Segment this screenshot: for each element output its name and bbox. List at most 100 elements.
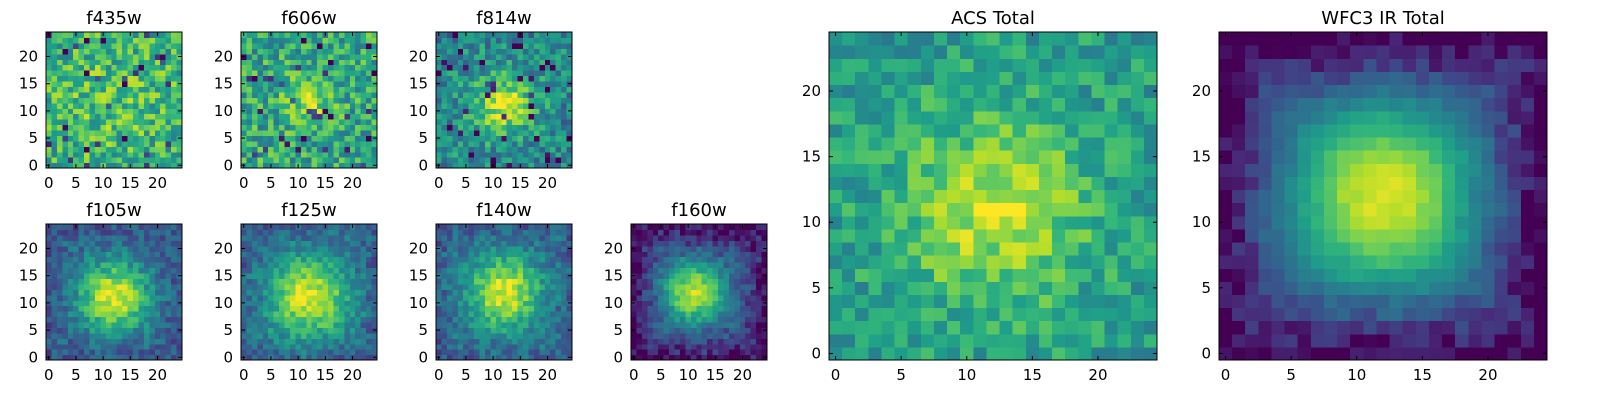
heatmap-cell bbox=[338, 321, 345, 328]
heatmap-cell bbox=[756, 343, 763, 350]
heatmap-cell bbox=[127, 124, 134, 131]
heatmap-cell bbox=[273, 251, 280, 258]
heatmap-cell bbox=[457, 48, 464, 55]
heatmap-cell bbox=[561, 59, 568, 66]
heatmap-cell bbox=[663, 327, 670, 334]
heatmap-cell bbox=[138, 316, 145, 323]
heatmap-cell bbox=[116, 267, 123, 274]
heatmap-cell bbox=[829, 320, 843, 335]
heatmap-cell bbox=[855, 255, 869, 269]
heatmap-cell bbox=[1052, 281, 1066, 295]
heatmap-cell bbox=[495, 91, 502, 98]
heatmap-cell bbox=[685, 229, 692, 236]
heatmap-cell bbox=[463, 42, 470, 49]
heatmap-cell bbox=[105, 91, 112, 98]
heatmap-cell bbox=[685, 311, 692, 318]
heatmap-cell bbox=[149, 42, 156, 49]
heatmap-cell bbox=[528, 162, 535, 169]
heatmap-cell bbox=[468, 119, 475, 126]
heatmap-cell bbox=[561, 234, 568, 241]
heatmap-cell bbox=[143, 53, 150, 60]
heatmap-cell bbox=[138, 332, 145, 339]
heatmap-cell bbox=[495, 262, 502, 269]
heatmap-cell bbox=[284, 343, 291, 350]
heatmap-cell bbox=[116, 272, 123, 279]
heatmap-cell bbox=[457, 53, 464, 60]
heatmap-cell bbox=[756, 251, 763, 258]
heatmap-cell bbox=[46, 97, 53, 104]
heatmap-cell bbox=[257, 267, 264, 274]
heatmap-cell bbox=[528, 262, 535, 269]
heatmap-cell bbox=[338, 140, 345, 147]
heatmap-cell bbox=[160, 272, 167, 279]
heatmap-cell bbox=[512, 140, 519, 147]
heatmap-cell bbox=[999, 176, 1014, 191]
heatmap-cell bbox=[160, 37, 167, 44]
heatmap-cell bbox=[1025, 189, 1040, 204]
heatmap-cell bbox=[718, 256, 725, 263]
heatmap-cell bbox=[446, 80, 453, 87]
heatmap-cell bbox=[328, 305, 335, 312]
heatmap-cell bbox=[268, 349, 275, 356]
heatmap-cell bbox=[517, 300, 524, 307]
heatmap-cell bbox=[328, 251, 335, 258]
heatmap-cell bbox=[322, 251, 329, 258]
heatmap-cell bbox=[441, 338, 448, 345]
heatmap-cell bbox=[484, 267, 491, 274]
heatmap-cell bbox=[284, 278, 291, 285]
heatmap-cell bbox=[46, 119, 53, 126]
heatmap-cell bbox=[566, 343, 573, 350]
heatmap-cell bbox=[679, 245, 686, 252]
heatmap-cell bbox=[1104, 333, 1119, 348]
heatmap-cell bbox=[679, 240, 686, 247]
heatmap-cell bbox=[171, 251, 178, 258]
heatmap-cell bbox=[78, 256, 85, 263]
heatmap-cell bbox=[501, 140, 508, 147]
heatmap-cell bbox=[484, 245, 491, 252]
heatmap-cell bbox=[636, 327, 643, 334]
heatmap-cell bbox=[371, 48, 378, 55]
heatmap-cell bbox=[78, 245, 85, 252]
heatmap-cell bbox=[920, 320, 935, 335]
heatmap-cell bbox=[761, 316, 768, 323]
heatmap-cell bbox=[284, 59, 291, 66]
heatmap-cell bbox=[122, 70, 129, 77]
heatmap-cell bbox=[436, 267, 443, 274]
heatmap-cell bbox=[111, 162, 118, 169]
heatmap-cell bbox=[338, 311, 345, 318]
heatmap-cell bbox=[311, 70, 318, 77]
heatmap-cell bbox=[674, 224, 681, 231]
heatmap-cell bbox=[517, 48, 524, 55]
heatmap-cell bbox=[490, 278, 497, 285]
heatmap-cell bbox=[171, 332, 178, 339]
heatmap-cell bbox=[842, 281, 856, 295]
heatmap-cell bbox=[355, 267, 362, 274]
heatmap-cell bbox=[295, 234, 302, 241]
heatmap-cell bbox=[257, 354, 264, 361]
heatmap-cell bbox=[284, 42, 291, 49]
heatmap-cell bbox=[739, 256, 746, 263]
heatmap-cell bbox=[641, 349, 648, 356]
heatmap-cell bbox=[1038, 307, 1053, 322]
heatmap-cell bbox=[490, 272, 497, 279]
heatmap-cell bbox=[171, 294, 178, 301]
heatmap-cell bbox=[67, 305, 74, 312]
heatmap-cell bbox=[360, 294, 367, 301]
heatmap-cell bbox=[246, 278, 253, 285]
heatmap-cell bbox=[550, 42, 557, 49]
heatmap-cell bbox=[484, 80, 491, 87]
heatmap-cell bbox=[317, 140, 324, 147]
heatmap-cell bbox=[73, 97, 80, 104]
heatmap-cell bbox=[517, 91, 524, 98]
heatmap-cell bbox=[100, 124, 107, 131]
heatmap-cell bbox=[311, 102, 318, 109]
heatmap-cell bbox=[127, 140, 134, 147]
heatmap-cell bbox=[306, 146, 313, 153]
heatmap-cell bbox=[544, 42, 551, 49]
heatmap-cell bbox=[468, 272, 475, 279]
heatmap-cell bbox=[484, 316, 491, 323]
heatmap-cell bbox=[523, 64, 530, 71]
heatmap-cell bbox=[550, 262, 557, 269]
heatmap-cell bbox=[100, 151, 107, 158]
heatmap-cell bbox=[973, 333, 988, 348]
